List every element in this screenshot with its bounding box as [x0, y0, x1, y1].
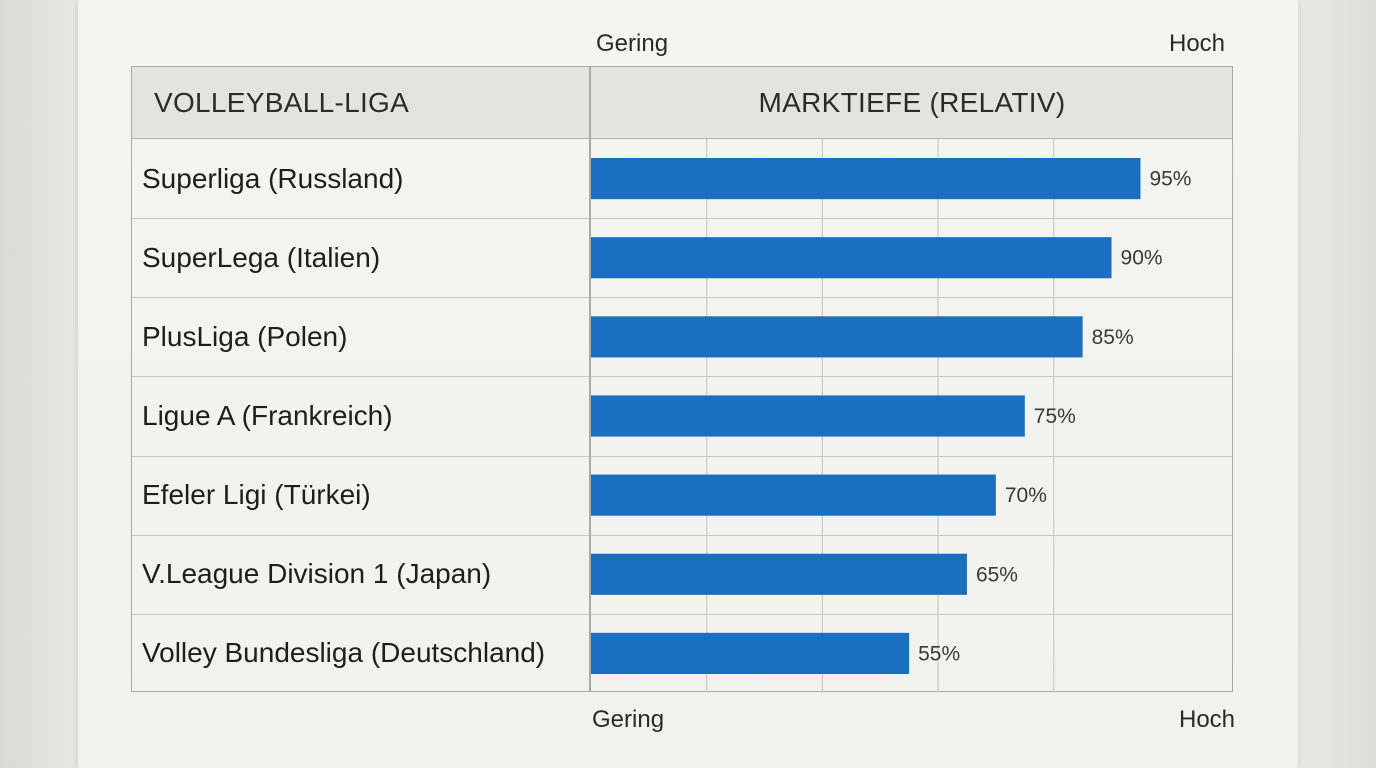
bar-plot-area: 95% 90% 85% 75% 70% 65% 55%: [591, 139, 1191, 693]
bar: [591, 157, 1141, 200]
bar-value-label: 65%: [976, 563, 1018, 586]
category-label: Superliga (Russland): [142, 162, 404, 194]
scale-label-bottom-high: Hoch: [1179, 706, 1236, 733]
category-column-header: VOLLEYBALL-LIGA: [154, 87, 410, 118]
row-separator: [132, 613, 1232, 615]
bar: [591, 553, 967, 595]
bar-value-label: 85%: [1092, 326, 1134, 349]
row-separator: [132, 376, 1232, 378]
bar-value-label: 95%: [1149, 168, 1191, 191]
bar: [591, 237, 1112, 279]
chart-table: VOLLEYBALL-LIGA MARKTIEFE (RELATIV) Supe…: [131, 66, 1233, 693]
bar: [591, 632, 910, 675]
bar-value-label: 70%: [1005, 484, 1047, 507]
scale-label-bottom-low: Gering: [592, 706, 665, 733]
row-separator: [132, 297, 1232, 299]
bar-value-label: 75%: [1034, 405, 1076, 428]
category-label: Ligue A (Frankreich): [142, 400, 393, 431]
category-label: V.League Division 1 (Japan): [142, 558, 492, 590]
value-column-header: MARKTIEFE (RELATIV): [758, 87, 1066, 118]
table-header-row: VOLLEYBALL-LIGA MARKTIEFE (RELATIV): [132, 67, 1232, 139]
bar-value-label: 55%: [918, 642, 960, 665]
table-rows: Superliga (Russland) SuperLega (Italien) P…: [132, 139, 1232, 693]
scale-label-top-low: Gering: [596, 30, 669, 57]
scale-label-top-high: Hoch: [1169, 30, 1226, 57]
row-separator: [132, 455, 1232, 457]
bar-value-label: 90%: [1121, 247, 1163, 270]
row-separator: [132, 218, 1232, 220]
column-divider: [589, 67, 591, 691]
row-separator: [132, 534, 1232, 536]
bar: [591, 474, 996, 516]
bar: [591, 316, 1083, 358]
category-label: Efeler Ligi (Türkei): [142, 479, 371, 511]
category-label: PlusLiga (Polen): [142, 320, 348, 352]
category-label: Volley Bundesliga (Deutschland): [142, 637, 546, 669]
bar: [591, 395, 1025, 437]
category-label: SuperLega (Italien): [142, 241, 381, 273]
